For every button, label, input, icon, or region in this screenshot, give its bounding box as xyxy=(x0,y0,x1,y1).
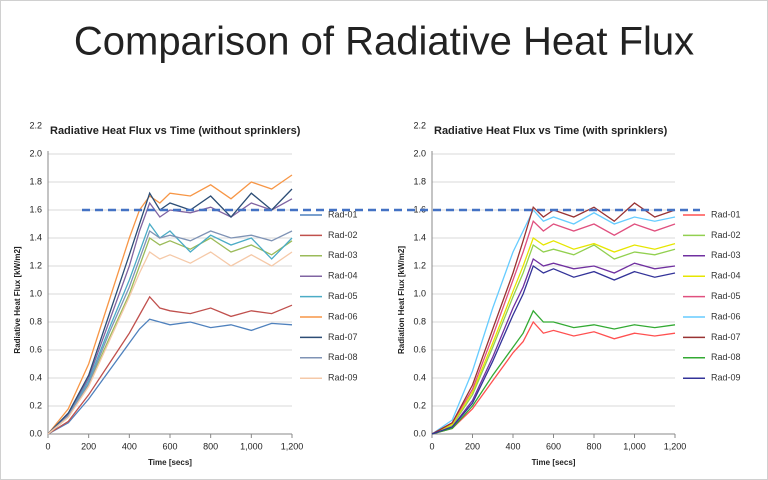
series-line xyxy=(431,208,676,435)
x-tick-label: 0 xyxy=(429,441,434,451)
x-axis-title: Time [secs] xyxy=(532,458,576,467)
chart-title: Radiative Heat Flux vs Time (without spr… xyxy=(50,125,301,137)
legend-label: Rad-07 xyxy=(328,332,358,342)
y-tick-label: 1.8 xyxy=(413,176,426,186)
y-tick-label: 0.8 xyxy=(29,316,42,326)
legend-label: Rad-01 xyxy=(711,209,741,219)
y-axis-title: Radiation Heat Flux [kW/m2] xyxy=(397,246,406,354)
y-axis-title: Radiative Heat Flux [kW/m2] xyxy=(13,246,22,353)
y-tick-label: 2.2 xyxy=(29,120,42,130)
legend-label: Rad-08 xyxy=(328,352,358,362)
y-tick-label: 2.2 xyxy=(413,120,426,130)
x-tick-label: 600 xyxy=(546,441,561,451)
legend-label: Rad-06 xyxy=(711,311,741,321)
series-line xyxy=(47,174,293,435)
x-tick-label: 600 xyxy=(162,441,177,451)
x-tick-label: 800 xyxy=(203,441,218,451)
x-axis-title: Time [secs] xyxy=(148,458,192,467)
y-tick-label: 1.6 xyxy=(413,204,426,214)
x-tick-label: 1,000 xyxy=(623,441,646,451)
series-line xyxy=(47,229,293,435)
y-tick-label: 1.6 xyxy=(29,204,42,214)
series-line xyxy=(431,202,676,435)
y-tick-label: 1.0 xyxy=(413,288,426,298)
legend-label: Rad-06 xyxy=(328,311,358,321)
y-tick-label: 0.0 xyxy=(413,428,426,438)
x-tick-label: 400 xyxy=(122,441,137,451)
series-line xyxy=(47,295,293,435)
y-tick-label: 0.8 xyxy=(413,316,426,326)
x-tick-label: 1,200 xyxy=(664,441,687,451)
legend-label: Rad-07 xyxy=(711,332,741,342)
y-tick-label: 0.4 xyxy=(29,372,42,382)
y-tick-label: 2.0 xyxy=(413,148,426,158)
legend-label: Rad-03 xyxy=(328,250,358,260)
y-tick-label: 1.0 xyxy=(29,288,42,298)
series-line xyxy=(431,309,676,435)
series-line xyxy=(431,220,676,435)
legend-label: Rad-02 xyxy=(328,230,358,240)
series-line xyxy=(431,320,676,435)
y-tick-label: 0.6 xyxy=(29,344,42,354)
x-tick-label: 200 xyxy=(465,441,480,451)
series-line xyxy=(47,236,293,435)
series-line xyxy=(431,236,676,435)
legend-label: Rad-03 xyxy=(711,250,741,260)
y-tick-label: 0.0 xyxy=(29,428,42,438)
y-tick-label: 1.2 xyxy=(413,260,426,270)
y-tick-label: 1.4 xyxy=(29,232,42,242)
slide-title: Comparison of Radiative Heat Flux xyxy=(74,20,694,64)
series-line xyxy=(47,188,293,435)
legend-label: Rad-05 xyxy=(328,291,358,301)
x-tick-label: 1,200 xyxy=(281,441,304,451)
legend-label: Rad-09 xyxy=(711,373,741,383)
legend-label: Rad-08 xyxy=(711,352,741,362)
y-tick-label: 0.6 xyxy=(413,344,426,354)
legend-label: Rad-02 xyxy=(711,230,741,240)
x-tick-label: 800 xyxy=(586,441,601,451)
y-tick-label: 1.4 xyxy=(413,232,426,242)
series-line xyxy=(47,198,293,435)
legend-label: Rad-04 xyxy=(328,271,358,281)
series-line xyxy=(47,318,293,435)
series-line xyxy=(47,251,293,435)
series-line xyxy=(431,243,676,435)
chart-title: Radiative Heat Flux vs Time (with sprink… xyxy=(434,125,668,137)
x-tick-label: 0 xyxy=(45,441,50,451)
legend-label: Rad-04 xyxy=(711,271,741,281)
series-line xyxy=(431,257,676,435)
legend-label: Rad-05 xyxy=(711,291,741,301)
legend-label: Rad-01 xyxy=(328,209,358,219)
legend-label: Rad-09 xyxy=(328,373,358,383)
x-tick-label: 400 xyxy=(505,441,520,451)
y-tick-label: 0.4 xyxy=(413,372,426,382)
y-tick-label: 1.2 xyxy=(29,260,42,270)
x-tick-label: 1,000 xyxy=(240,441,263,451)
y-tick-label: 0.2 xyxy=(413,400,426,410)
series-line xyxy=(431,264,676,435)
y-tick-label: 0.2 xyxy=(29,400,42,410)
y-tick-label: 2.0 xyxy=(29,148,42,158)
x-tick-label: 200 xyxy=(81,441,96,451)
y-tick-label: 1.8 xyxy=(29,176,42,186)
